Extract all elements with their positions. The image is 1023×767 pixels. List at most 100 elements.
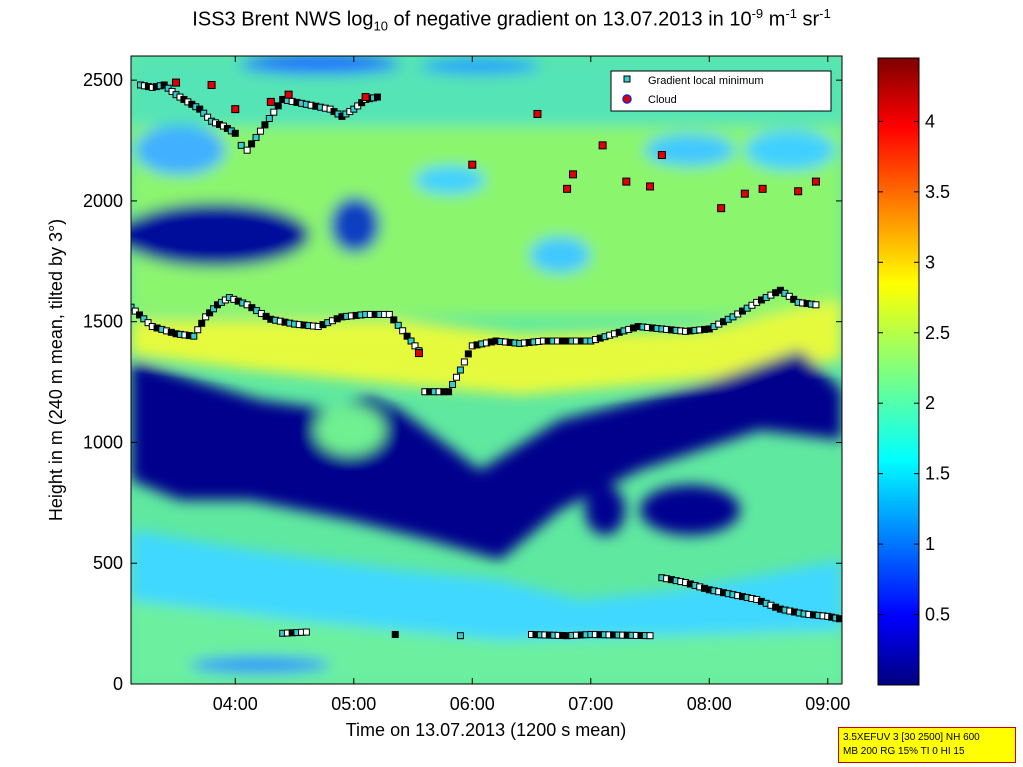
cloud-marker: [794, 187, 803, 196]
gradient-marker: [449, 380, 457, 388]
gradient-marker: [131, 307, 139, 315]
gradient-marker: [464, 350, 472, 358]
cloud-marker: [646, 182, 655, 191]
gradient-marker: [198, 319, 206, 327]
gradient-marker: [456, 366, 464, 374]
title-text-3: m: [763, 8, 786, 31]
x-tick-label: 08:00: [687, 694, 732, 714]
y-tick-label: 500: [93, 553, 123, 573]
cloud-marker: [740, 189, 749, 198]
y-tick-label: 1500: [83, 312, 123, 332]
heatmap-top-blue-2: [420, 58, 540, 74]
gradient-marker: [390, 316, 398, 324]
gradient-marker: [385, 310, 393, 318]
heatmap-upper-cyan-2: [530, 237, 590, 273]
gradient-marker: [140, 315, 148, 323]
heatmap-upper-cyan-5: [415, 166, 485, 194]
legend-label-gradient: Gradient local minimum: [648, 75, 764, 87]
title-text-4: sr: [796, 8, 820, 31]
cloud-marker: [533, 109, 542, 118]
gradient-marker: [210, 305, 218, 313]
y-tick-label: 1000: [83, 432, 123, 452]
gradient-marker: [231, 129, 239, 137]
cloud-marker: [468, 160, 477, 169]
cloud-marker: [657, 151, 666, 160]
gradient-marker: [274, 102, 282, 110]
info-line-2: MB 200 RG 15% TI 0 HI 15: [843, 746, 965, 757]
cloud-marker: [811, 177, 820, 186]
gradient-marker: [204, 113, 212, 121]
heatmap-ground-blue: [190, 657, 330, 673]
title-superscript-3: -1: [819, 6, 831, 21]
heatmap-upper-cyan: [135, 125, 225, 175]
heatmap-upper-cyan-4: [745, 130, 835, 170]
title-superscript-1: -9: [751, 6, 764, 21]
gradient-marker: [646, 632, 654, 640]
cloud-marker: [563, 184, 572, 193]
y-tick-label: 2000: [83, 191, 123, 211]
gradient-marker: [445, 388, 453, 396]
y-axis: 0 500 1000 1500 2000 2500: [83, 70, 842, 694]
heatmap-top-blue: [240, 56, 400, 74]
cloud-marker: [598, 141, 607, 150]
gradient-marker: [403, 332, 411, 340]
gradient-marker: [836, 615, 842, 623]
gradient-marker: [456, 632, 464, 640]
heatmap-right-dark: [585, 485, 625, 535]
heatmap-upper-dark-blob: [131, 203, 310, 267]
heatmap-upper-blob-2: [330, 197, 380, 253]
cloud-marker: [622, 177, 631, 186]
gradient-marker: [202, 313, 210, 321]
y-tick-label: 0: [113, 674, 123, 694]
heatmap: [131, 56, 842, 684]
gradient-marker: [144, 319, 152, 327]
x-tick-label: 09:00: [805, 694, 850, 714]
colorbar-ticks: 0.5 1 1.5 2 2.5 3 3.5 4: [878, 111, 950, 625]
gradient-marker: [399, 327, 407, 335]
colorbar-tick-label: 3: [925, 252, 935, 272]
heatmap-upper-cyan-3: [645, 134, 735, 166]
title-text-1: ISS3 Brent NWS log: [192, 8, 374, 31]
title-subscript: 10: [373, 18, 388, 34]
gradient-marker: [256, 127, 264, 135]
cloud-marker: [266, 97, 275, 106]
chart-title: ISS3 Brent NWS log10 of negative gradien…: [0, 6, 1023, 34]
cloud-marker: [414, 349, 423, 358]
cloud-marker: [231, 105, 240, 114]
gradient-marker: [243, 146, 251, 154]
colorbar-tick-label: 2: [925, 393, 935, 413]
gradient-marker: [391, 630, 399, 638]
gradient-marker: [302, 628, 310, 636]
colorbar-tick-label: 1: [925, 534, 935, 554]
legend-box: [610, 70, 832, 112]
cloud-marker: [284, 90, 293, 99]
gradient-marker: [373, 93, 381, 101]
gradient-marker: [265, 114, 273, 122]
colorbar-tick-label: 4: [925, 111, 935, 131]
gradient-marker: [452, 373, 460, 381]
gradient-marker: [136, 311, 144, 319]
gradient-marker: [812, 301, 820, 309]
heatmap-dark-body: [131, 350, 842, 560]
gradient-marker: [196, 105, 204, 113]
gradient-marker: [252, 134, 260, 142]
gradient-marker: [407, 337, 415, 345]
gradient-marker: [206, 309, 214, 317]
title-superscript-2: -1: [785, 6, 797, 21]
x-tick-label: 07:00: [568, 694, 613, 714]
title-text-2: of negative gradient on 13.07.2013 in 10: [387, 8, 752, 31]
legend-label-cloud: Cloud: [648, 94, 677, 106]
x-tick-label: 04:00: [213, 694, 258, 714]
heatmap-right-dark-2: [640, 485, 740, 535]
y-tick-label: 2500: [83, 70, 123, 90]
cloud-marker: [569, 170, 578, 179]
gradient-marker: [460, 358, 468, 366]
x-axis-label: Time on 13.07.2013 (1200 s mean): [346, 720, 627, 740]
cloud-marker: [207, 80, 216, 89]
gradient-marker: [394, 321, 402, 329]
gradient-marker: [200, 109, 208, 117]
cloud-marker: [717, 204, 726, 213]
gradient-marker: [261, 121, 269, 129]
plot-frame: [130, 55, 843, 685]
